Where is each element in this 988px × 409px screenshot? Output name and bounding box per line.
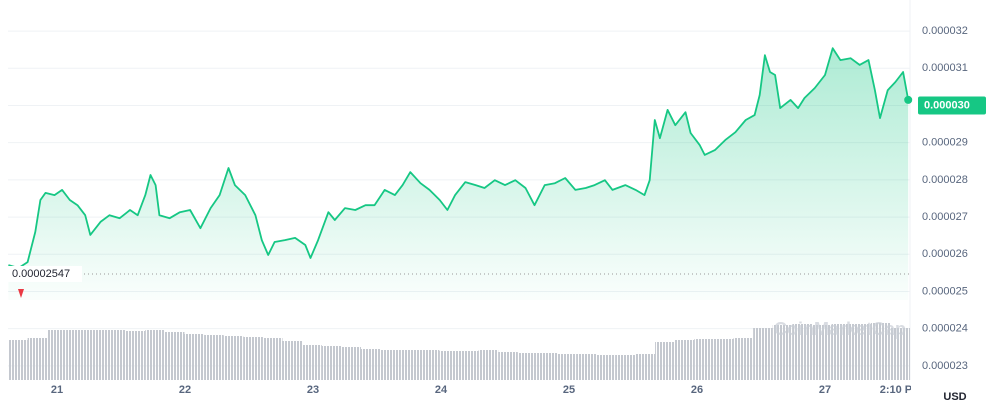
price-badge-label: 0.000030 <box>924 99 970 111</box>
y-tick-label: 0.000026 <box>922 248 968 260</box>
y-tick-label: 0.000029 <box>922 137 968 149</box>
volume-bar <box>615 355 636 380</box>
x-tick-label: 27 <box>819 384 831 396</box>
y-tick-label: 0.000032 <box>922 25 968 37</box>
volume-bar <box>66 330 87 380</box>
volume-bar <box>831 324 852 380</box>
x-tick-label: 22 <box>179 384 191 396</box>
volume-bar <box>27 338 48 380</box>
x-tick-label: 2:10 PM <box>880 384 922 396</box>
volume-bar <box>380 350 401 380</box>
volume-bar <box>674 340 695 380</box>
volume-bar <box>282 341 303 380</box>
volume-bar <box>86 330 107 380</box>
y-tick-label: 0.000024 <box>922 323 968 335</box>
volume-bar <box>498 352 518 380</box>
volume-bar <box>655 342 675 380</box>
volume-bar <box>713 339 734 380</box>
volume-bar <box>694 339 714 380</box>
volume-bar <box>870 323 891 380</box>
x-tick-label: 26 <box>691 384 703 396</box>
volume-bar <box>478 350 499 380</box>
volume-bar <box>204 335 224 380</box>
volume-bar <box>184 334 205 380</box>
price-badge <box>918 96 986 115</box>
volume-bar <box>733 338 754 380</box>
volume-bar <box>47 330 67 380</box>
watermark: CoinMarketCap <box>774 319 906 339</box>
volume-bar <box>145 330 165 380</box>
volume-bar <box>576 354 597 380</box>
volume-bar <box>635 354 656 380</box>
volume-bar <box>772 325 793 380</box>
volume-bar <box>537 353 558 380</box>
y-tick-label: 0.000028 <box>922 174 968 186</box>
x-tick-label: 24 <box>435 384 448 396</box>
y-tick-label: 0.000023 <box>922 360 968 372</box>
currency-label: USD <box>943 391 966 403</box>
volume-bar <box>596 355 616 380</box>
x-tick-label: 23 <box>307 384 319 396</box>
area-fill <box>8 48 909 301</box>
volume-bar <box>890 328 910 380</box>
volume-bar <box>125 331 146 380</box>
y-tick-label: 0.000027 <box>922 211 968 223</box>
volume-bar <box>517 353 538 380</box>
volume-bar <box>851 324 871 380</box>
price-line <box>8 47 910 269</box>
volume-bar <box>262 338 283 380</box>
volume-bar <box>753 328 773 380</box>
volume-bar <box>419 350 440 380</box>
current-dot <box>904 95 913 104</box>
volume-bar <box>557 354 577 380</box>
volume-bar <box>360 349 381 380</box>
volume-bar <box>223 336 244 380</box>
red-marker <box>18 288 24 298</box>
volume-bar <box>341 347 361 380</box>
y-tick-label: 0.000025 <box>922 285 968 297</box>
volume-bar <box>459 351 479 380</box>
volume-bar <box>243 337 263 380</box>
volume-bar <box>400 350 420 380</box>
volume-bar <box>164 332 185 380</box>
volume-bar <box>302 345 322 380</box>
volume-bar <box>811 325 832 380</box>
x-tick-label: 25 <box>563 384 575 396</box>
volume-bar <box>8 340 28 380</box>
volume-bar <box>439 351 459 380</box>
volume-bar <box>792 324 812 380</box>
reference-label-bg <box>8 265 82 282</box>
reference-label: 0.00002547 <box>12 268 70 280</box>
y-tick-label: 0.000031 <box>922 62 968 74</box>
volume-bar <box>321 346 342 380</box>
x-tick-label: 21 <box>51 384 63 396</box>
label-mask <box>911 381 988 401</box>
volume-bar <box>106 330 126 380</box>
